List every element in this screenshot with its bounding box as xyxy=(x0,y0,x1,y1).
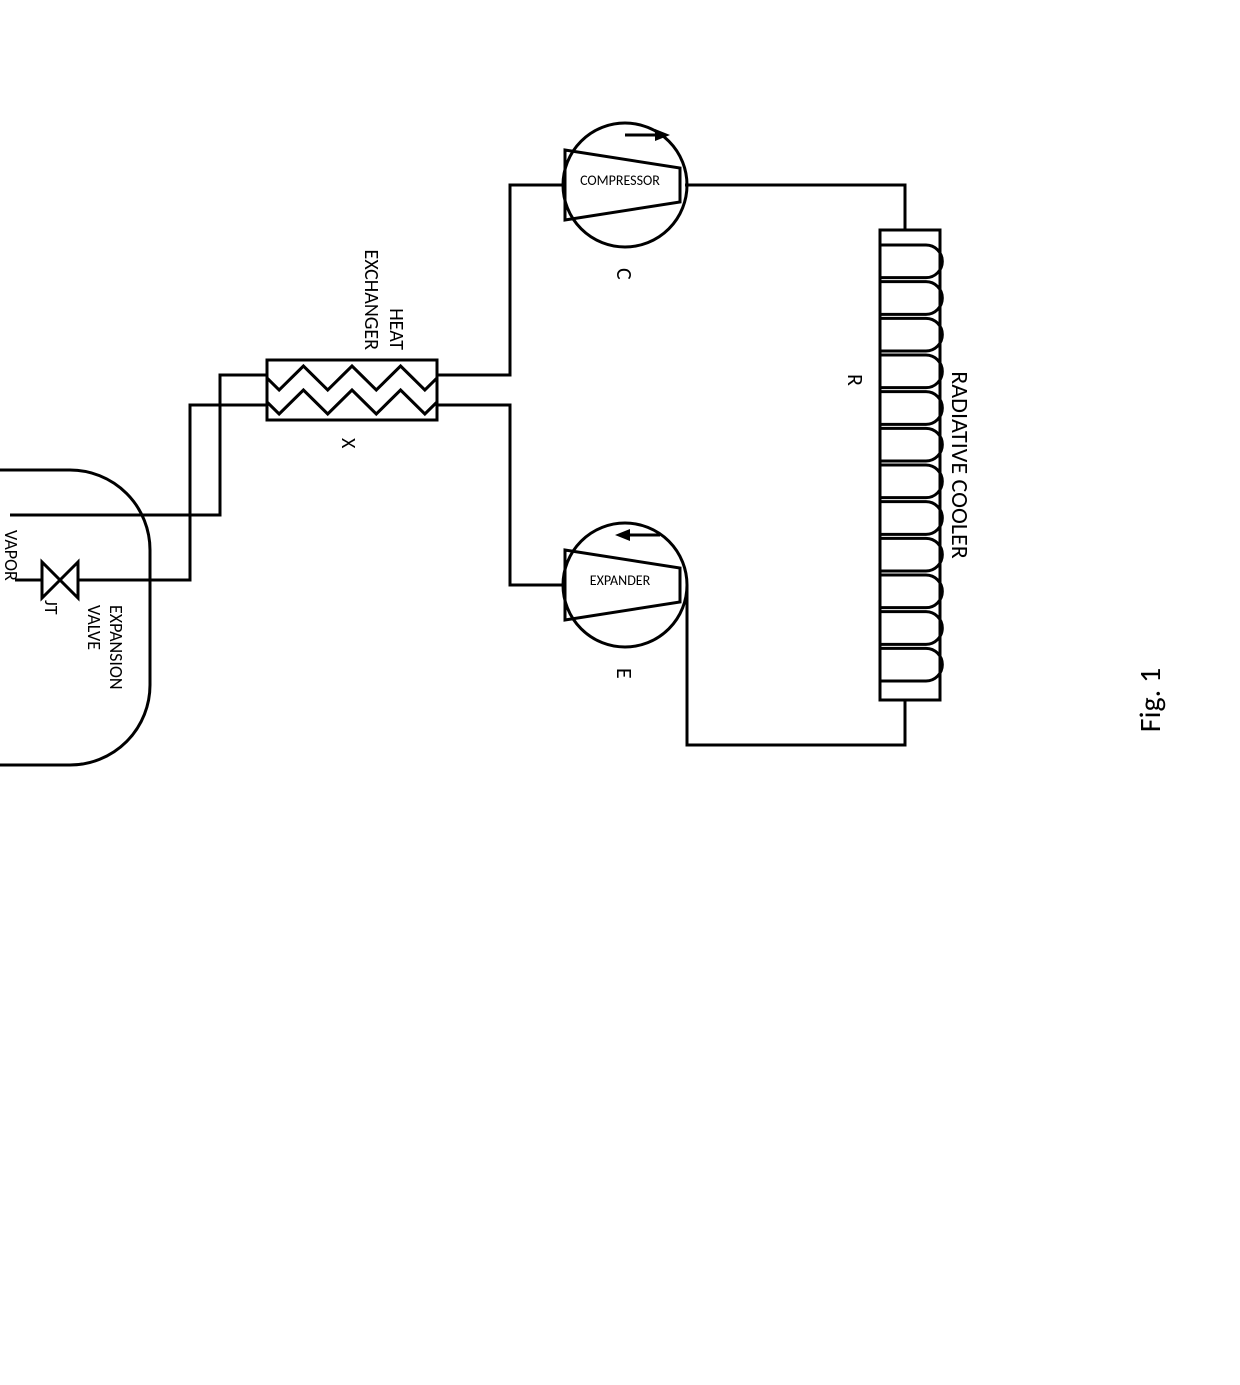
expander: EXPANDER xyxy=(563,523,687,647)
radiative-cooler-ref: R xyxy=(842,374,869,386)
expansion-valve-title1: EXPANSION xyxy=(105,605,127,689)
pipe-cooler-to-expander xyxy=(687,585,905,745)
compressor: COMPRESSOR xyxy=(563,123,687,247)
expansion-valve-ref: JT xyxy=(40,600,62,615)
pipe-hx-to-expansion-valve xyxy=(78,405,267,580)
expansion-valve-title2: VALVE xyxy=(83,605,105,650)
compressor-ref: C xyxy=(611,268,638,280)
expander-ref: E xyxy=(611,668,638,679)
pipe-hx-to-expander xyxy=(437,405,563,585)
expansion-valve xyxy=(15,562,78,598)
expander-label: EXPANDER xyxy=(590,572,651,589)
compressor-label: COMPRESSOR xyxy=(580,172,660,189)
vapor-intake-title1: VAPOR xyxy=(0,530,22,581)
pipe-cooler-to-compressor xyxy=(687,185,905,230)
heat-exchanger-title2: EXCHANGER xyxy=(359,250,383,351)
heat-exchanger-title1: HEAT xyxy=(384,308,408,350)
radiative-cooler-title: RADIATIVE COOLER xyxy=(945,371,974,558)
pipe-compressor-to-hx xyxy=(437,185,563,375)
heat-exchanger xyxy=(267,360,437,420)
heat-exchanger-ref: X xyxy=(336,438,360,449)
figure-caption: Fig. 1 xyxy=(1132,668,1169,732)
pipe-hx-to-vapor-intake xyxy=(10,375,267,515)
radiative-cooler-coil xyxy=(880,230,942,700)
